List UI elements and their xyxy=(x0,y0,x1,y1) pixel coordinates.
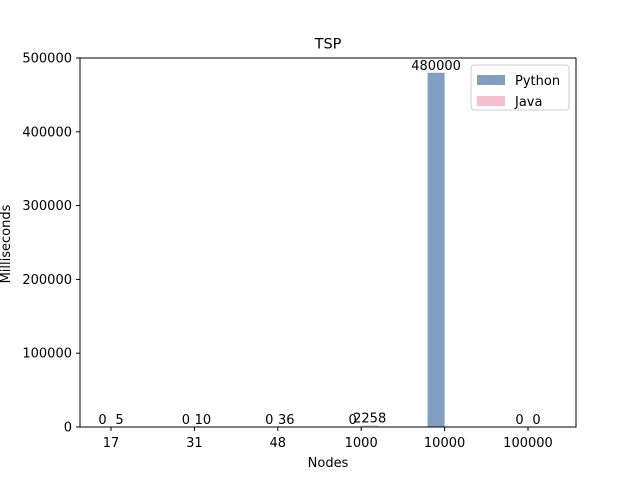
legend-label-python: Python xyxy=(515,74,560,89)
legend-swatch-python xyxy=(477,75,505,85)
data-label-python-17: 0 xyxy=(98,413,106,428)
data-label-python-48: 0 xyxy=(265,413,273,428)
x-tick-label-100000: 100000 xyxy=(503,436,553,451)
data-label-java-31: 10 xyxy=(195,413,212,428)
legend-label-java: Java xyxy=(514,95,542,110)
x-tick-label-48: 48 xyxy=(270,436,287,451)
bar-python-10000 xyxy=(428,73,445,427)
data-label-python-100000: 0 xyxy=(515,413,523,428)
y-tick-label-300000: 300000 xyxy=(22,199,72,214)
x-tick-label-17: 17 xyxy=(103,436,120,451)
y-tick-label-200000: 200000 xyxy=(22,273,72,288)
y-tick-label-500000: 500000 xyxy=(22,52,72,67)
chart-title: TSP xyxy=(314,37,342,53)
y-axis-label: Milliseconds xyxy=(0,204,14,283)
data-label-java-48: 36 xyxy=(278,413,295,428)
legend-swatch-java xyxy=(477,96,505,106)
data-label-java-17: 5 xyxy=(115,413,123,428)
y-tick-label-100000: 100000 xyxy=(22,347,72,362)
data-label-python-31: 0 xyxy=(182,413,190,428)
y-tick-label-0: 0 xyxy=(64,421,72,436)
x-axis-label: Nodes xyxy=(308,456,349,471)
data-label-java-1000: 2258 xyxy=(353,411,386,426)
x-tick-label-1000: 1000 xyxy=(345,436,378,451)
data-label-python-10000: 480000 xyxy=(411,59,461,74)
x-tick-label-10000: 10000 xyxy=(424,436,465,451)
y-tick-label-400000: 400000 xyxy=(22,125,72,140)
x-tick-label-31: 31 xyxy=(186,436,203,451)
data-label-java-100000: 0 xyxy=(532,413,540,428)
